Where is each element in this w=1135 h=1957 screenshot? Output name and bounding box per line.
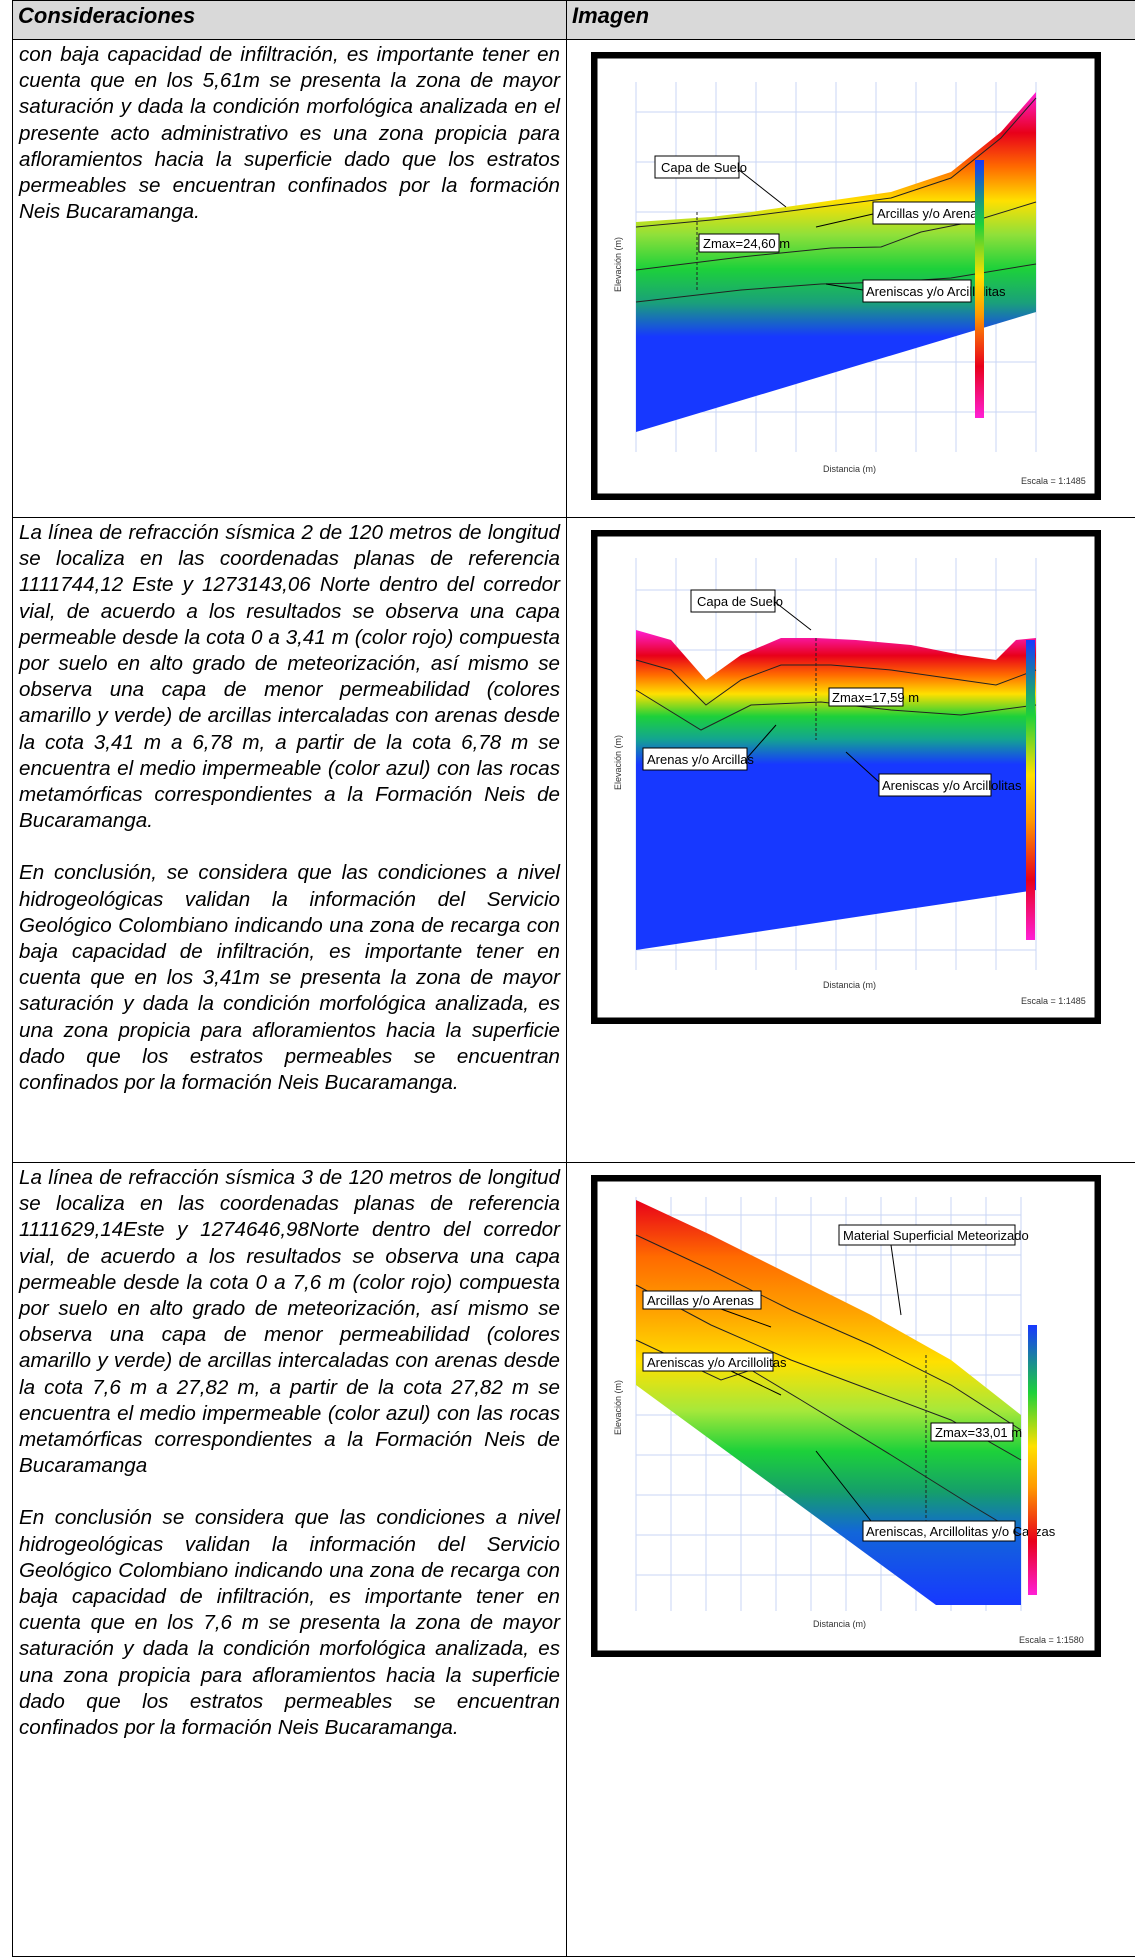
annotation-label: Areniscas y/o Arcillolitas bbox=[647, 1355, 787, 1370]
header-consideraciones: Consideraciones bbox=[13, 1, 567, 40]
scale-label: Escala = 1:1580 bbox=[1019, 1635, 1084, 1645]
table-row: La línea de refracción sísmica 3 de 120 … bbox=[13, 1163, 1135, 1957]
x-axis-label: Distancia (m) bbox=[823, 464, 876, 474]
image-cell: Capa de Suelo Arcillas y/o Arenas Zmax=2… bbox=[567, 40, 1135, 518]
velocity-colorbar bbox=[1028, 1325, 1037, 1595]
annotation-label: Capa de Suelo bbox=[661, 160, 747, 175]
image-cell: Material Superficial Meteorizado Arcilla… bbox=[567, 1163, 1135, 1957]
annotation-label: Arenas y/o Arcillas bbox=[647, 752, 754, 767]
y-axis-label: Elevación (m) bbox=[613, 237, 623, 292]
image-cell: Capa de Suelo Zmax=17,59 m Arenas y/o Ar… bbox=[567, 518, 1135, 1163]
y-axis-label: Elevación (m) bbox=[613, 735, 623, 790]
consideration-cell: La línea de refracción sísmica 3 de 120 … bbox=[13, 1163, 567, 1957]
annotation-label: Material Superficial Meteorizado bbox=[843, 1228, 1029, 1243]
annotation-label: Areniscas, Arcillolitas y/o Calizas bbox=[866, 1524, 1056, 1539]
annotation-label: Areniscas y/o Arcillolitas bbox=[866, 284, 1006, 299]
seismic-section-figure-1: Capa de Suelo Arcillas y/o Arenas Zmax=2… bbox=[591, 52, 1135, 500]
table-row: con baja capacidad de infiltración, es i… bbox=[13, 40, 1135, 518]
annotation-label: Zmax=33,01 m bbox=[935, 1425, 1022, 1440]
paragraph: La línea de refracción sísmica 2 de 120 … bbox=[19, 520, 560, 834]
y-axis-label: Elevación (m) bbox=[613, 1380, 623, 1435]
velocity-colorbar bbox=[975, 160, 984, 418]
scale-label: Escala = 1:1485 bbox=[1021, 996, 1086, 1006]
paragraph: En conclusión se considera que las condi… bbox=[19, 1505, 560, 1741]
annotation-label: Areniscas y/o Arcillolitas bbox=[882, 778, 1022, 793]
paragraph: En conclusión, se considera que las cond… bbox=[19, 860, 560, 1096]
paragraph: La línea de refracción sísmica 3 de 120 … bbox=[19, 1165, 560, 1479]
table-row: La línea de refracción sísmica 2 de 120 … bbox=[13, 518, 1135, 1163]
annotation-label: Zmax=17,59 m bbox=[832, 690, 919, 705]
document-sheet: Consideraciones Imagen con baja capacida… bbox=[12, 0, 1135, 1957]
seismic-section-figure-3: Material Superficial Meteorizado Arcilla… bbox=[591, 1175, 1135, 1657]
considerations-table: Consideraciones Imagen con baja capacida… bbox=[12, 0, 1135, 1957]
x-axis-label: Distancia (m) bbox=[823, 980, 876, 990]
table-header-row: Consideraciones Imagen bbox=[13, 1, 1135, 40]
consideration-cell: con baja capacidad de infiltración, es i… bbox=[13, 40, 567, 518]
annotation-label: Arcillas y/o Arenas bbox=[877, 206, 984, 221]
consideration-cell: La línea de refracción sísmica 2 de 120 … bbox=[13, 518, 567, 1163]
seismic-section-figure-2: Capa de Suelo Zmax=17,59 m Arenas y/o Ar… bbox=[591, 530, 1135, 1024]
scale-label: Escala = 1:1485 bbox=[1021, 476, 1086, 486]
annotation-label: Zmax=24,60 m bbox=[703, 236, 790, 251]
velocity-colorbar bbox=[1026, 640, 1035, 940]
annotation-label: Arcillas y/o Arenas bbox=[647, 1293, 754, 1308]
header-imagen: Imagen bbox=[567, 1, 1135, 40]
annotation-label: Capa de Suelo bbox=[697, 594, 783, 609]
paragraph: con baja capacidad de infiltración, es i… bbox=[19, 42, 560, 225]
x-axis-label: Distancia (m) bbox=[813, 1619, 866, 1629]
